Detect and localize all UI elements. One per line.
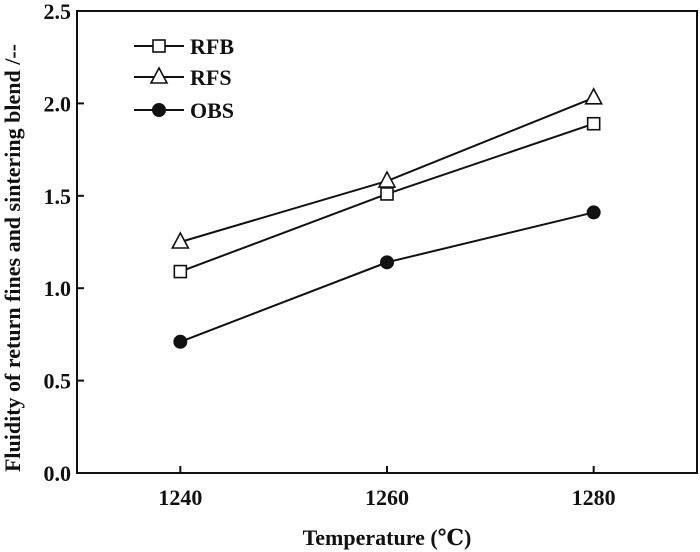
series-line (179, 211, 594, 343)
data-point (584, 87, 604, 105)
y-tick-label: 1.0 (44, 276, 72, 301)
data-point (586, 205, 601, 220)
data-point (380, 187, 394, 201)
x-tick-label: 1260 (365, 485, 409, 510)
legend-marker (149, 66, 169, 84)
y-tick-label: 0.5 (44, 369, 72, 394)
legend-item-rfs: RFS (134, 65, 232, 90)
legend-marker (152, 39, 166, 53)
series-rfb (173, 116, 601, 279)
y-tick-label: 2.0 (44, 91, 72, 116)
legend-label: RFB (190, 34, 234, 59)
series-line (180, 96, 595, 243)
series-obs (173, 205, 601, 349)
y-tick-label: 2.5 (44, 0, 72, 24)
legend-item-rfb: RFB (134, 34, 234, 59)
data-point (586, 116, 601, 131)
data-point (377, 170, 397, 188)
y-axis-label: Fluidity of return fines and sintering b… (0, 44, 25, 472)
legend-marker (152, 103, 166, 117)
data-point (170, 231, 190, 249)
legend-item-obs: OBS (134, 98, 234, 123)
y-tick-label: 0.0 (44, 461, 72, 486)
data-point (380, 255, 394, 270)
legend-label: RFS (190, 65, 232, 90)
data-point (173, 334, 188, 349)
y-tick-label: 1.5 (44, 184, 72, 209)
x-tick-label: 1240 (158, 485, 202, 510)
legend-label: OBS (190, 98, 234, 123)
series-rfs (170, 87, 604, 249)
data-point (173, 264, 188, 279)
x-axis-label: Temperature (℃) (303, 525, 472, 550)
x-tick-label: 1280 (572, 485, 616, 510)
plot-frame (76, 10, 698, 474)
